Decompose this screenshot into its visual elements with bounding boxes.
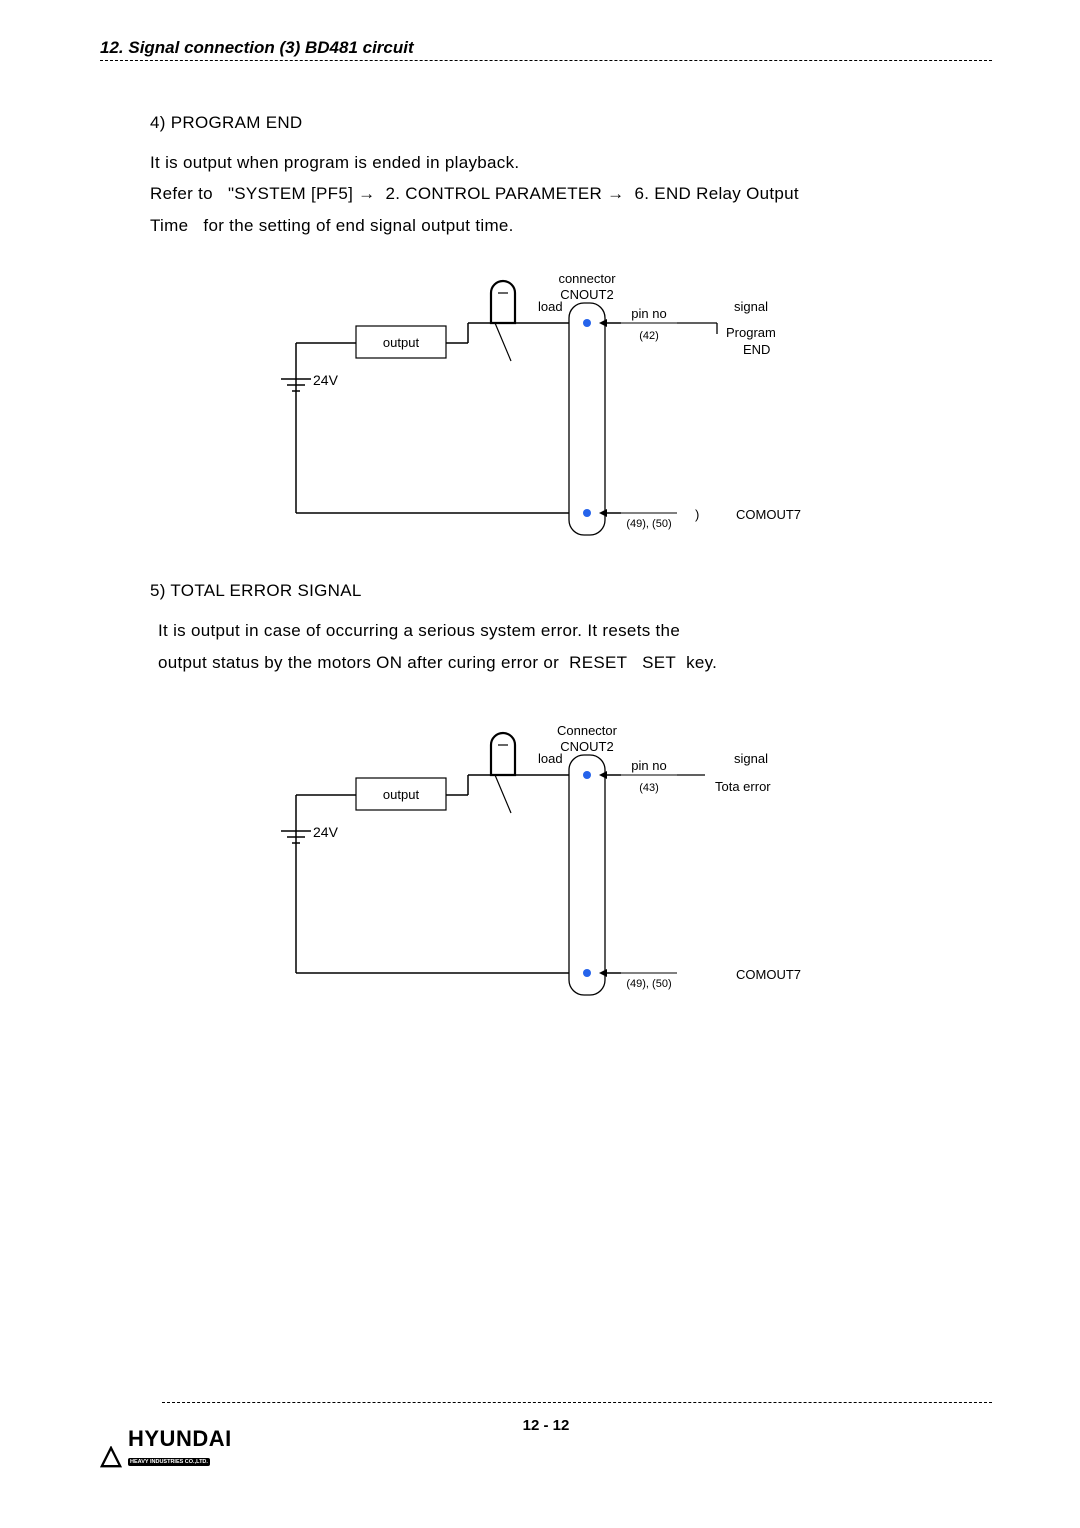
section-5-body: It is output in case of occurring a seri… [158,615,992,678]
sec4-line2: Refer to "SYSTEM [PF5] → 2. CONTROL PARA… [150,184,799,203]
d2-connector: Connector [557,723,618,738]
d1-output: output [383,335,420,350]
logo-sub: HEAVY INDUSTRIES CO.,LTD. [128,1458,210,1466]
d2-cnout2: CNOUT2 [560,739,613,754]
d2-pintop: (43) [639,782,659,794]
d2-signal: signal [734,751,768,766]
diagram-1-wrap: output load connector CNOUT2 pin no ( [100,271,992,551]
d2-load: load [538,751,563,766]
d1-sig2: END [743,342,770,357]
section-5-title: 5) TOTAL ERROR SIGNAL [150,581,992,601]
d2-comout: COMOUT7 [736,967,801,982]
diagram-2-wrap: output load Connector CNOUT2 pin no (43)… [100,723,992,1013]
diagram-program-end: output load connector CNOUT2 pin no ( [251,271,841,551]
d1-sig1: Program [726,325,776,340]
footer-divider [162,1402,992,1403]
logo-triangle-icon [100,1446,122,1468]
d1-cnout2: CNOUT2 [560,287,613,302]
d1-paren: ) [695,507,699,522]
d1-pinno: pin no [631,306,666,321]
sec4-line3: Time for the setting of end signal outpu… [150,216,514,235]
logo-brand: HYUNDAI [128,1428,232,1450]
page-footer: 12 - 12 HYUNDAI HEAVY INDUSTRIES CO.,LTD… [100,1402,992,1468]
d1-load: load [538,299,563,314]
d2-output: output [383,787,420,802]
logo: HYUNDAI HEAVY INDUSTRIES CO.,LTD. [100,1428,992,1468]
d2-sigtop: Tota error [715,779,771,794]
sec5-line1: It is output in case of occurring a seri… [158,621,680,640]
d1-pintop: (42) [639,330,659,342]
d2-pinbottom: (49), (50) [626,978,671,990]
section-4-title: 4) PROGRAM END [150,113,992,133]
header-divider [100,60,992,61]
d1-connector: connector [558,271,616,286]
d1-signal: signal [734,299,768,314]
d1-pinbottom: (49), (50) [626,518,671,530]
d1-comout: COMOUT7 [736,507,801,522]
section-4-body: It is output when program is ended in pl… [150,147,992,241]
diagram-total-error: output load Connector CNOUT2 pin no (43)… [251,723,841,1013]
sec5-line2: output status by the motors ON after cur… [158,653,717,672]
d1-24v: 24V [313,372,339,388]
page-header: 12. Signal connection (3) BD481 circuit [100,38,992,58]
d2-pinno: pin no [631,758,666,773]
d2-24v: 24V [313,824,339,840]
sec4-line1: It is output when program is ended in pl… [150,153,519,172]
